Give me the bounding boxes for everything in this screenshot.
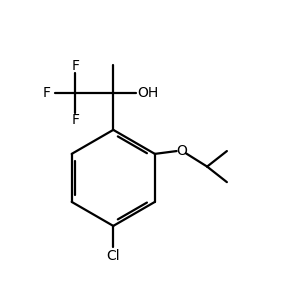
Text: O: O [176, 144, 187, 158]
Text: F: F [43, 86, 51, 100]
Text: F: F [71, 113, 79, 127]
Text: F: F [71, 59, 79, 73]
Text: Cl: Cl [106, 249, 120, 263]
Text: OH: OH [137, 86, 158, 100]
